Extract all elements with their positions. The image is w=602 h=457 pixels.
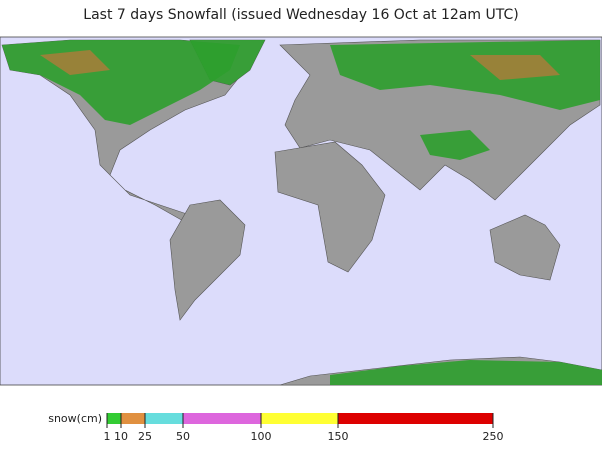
deep-snow (470, 55, 560, 80)
legend-swatch (145, 413, 183, 424)
australia (489, 214, 561, 281)
map (0, 36, 602, 386)
legend: snow(cm) 1 10 25 50 100 150 250 (48, 412, 503, 443)
deep-snow (40, 50, 110, 75)
legend-swatch (107, 413, 121, 424)
snow-cover (420, 130, 490, 160)
legend-tick-label: 100 (251, 430, 272, 443)
legend-tick-label: 50 (176, 430, 190, 443)
legend-label: snow(cm) (48, 412, 102, 425)
legend-tick-label: 10 (114, 430, 128, 443)
legend-swatch (261, 413, 338, 424)
legend-tick-label: 1 (104, 430, 111, 443)
africa (274, 141, 386, 273)
legend-tick-label: 250 (483, 430, 504, 443)
map-title: Last 7 days Snowfall (issued Wednesday 1… (83, 7, 518, 23)
snow-cover (190, 40, 265, 85)
legend-swatch (338, 413, 493, 424)
legend-swatch (121, 413, 145, 424)
south-america (169, 199, 246, 321)
legend-tick-label: 150 (328, 430, 349, 443)
legend-tick-label: 25 (138, 430, 152, 443)
legend-swatch (183, 413, 261, 424)
snow-cover (330, 360, 602, 385)
